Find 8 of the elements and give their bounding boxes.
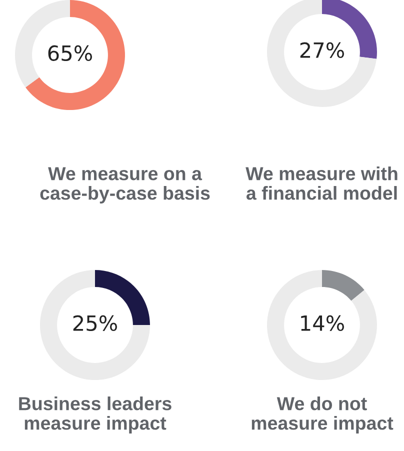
text: We measure on a case-by-case basis <box>40 167 210 204</box>
text: Business leaders measure impact <box>19 396 172 434</box>
data-label: 27% <box>300 42 344 58</box>
data-label: 14% <box>301 315 344 332</box>
text: We do not measure impact <box>252 396 394 434</box>
text: We measure with a financial model <box>246 166 398 200</box>
data-label: 65% <box>48 45 92 62</box>
data-label: 25% <box>73 315 118 332</box>
